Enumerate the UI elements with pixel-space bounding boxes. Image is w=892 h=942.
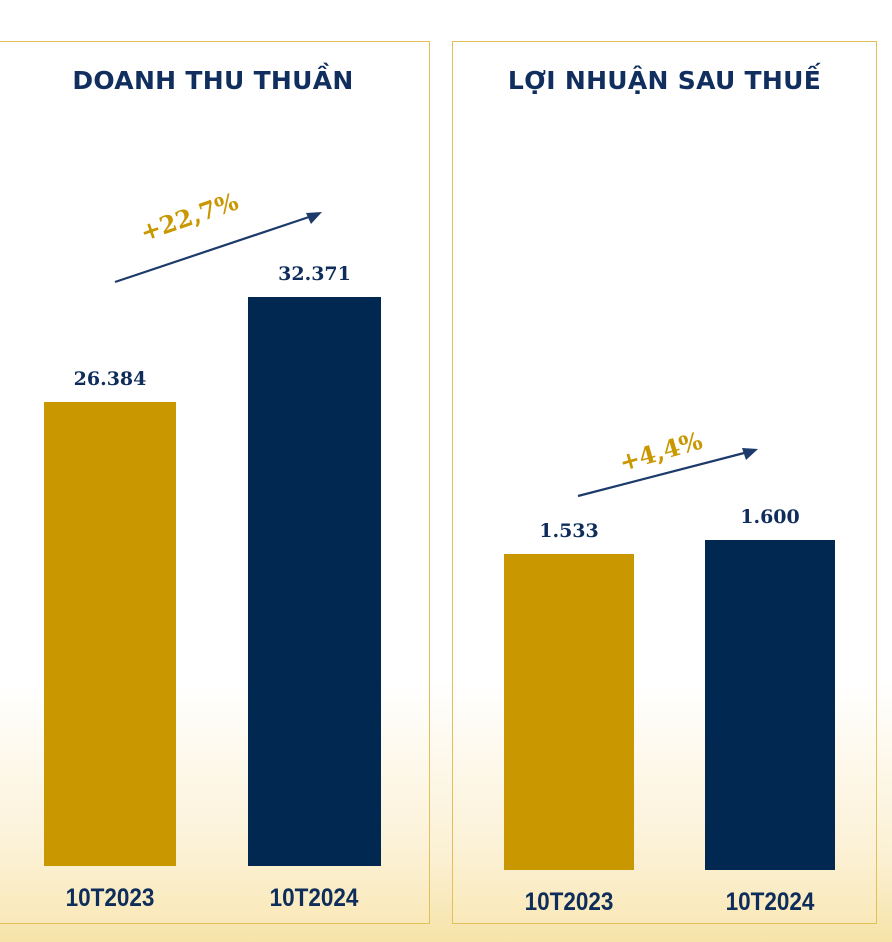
- profit-category-2023: 10T2023: [524, 888, 614, 916]
- revenue-bar-2024: [248, 297, 381, 866]
- profit-value-2023: 1.533: [539, 520, 599, 542]
- revenue-bar-2023: [44, 402, 176, 866]
- revenue-category-2024: 10T2024: [269, 884, 359, 912]
- revenue-value-2023: 26.384: [73, 368, 147, 390]
- profit-chart-title: LỢI NHUẬN SAU THUẾ: [507, 66, 822, 95]
- profit-bar-2024: [705, 540, 835, 870]
- profit-value-2024: 1.600: [740, 506, 800, 528]
- revenue-value-2024: 32.371: [278, 263, 351, 285]
- profit-category-2024: 10T2024: [725, 888, 815, 916]
- revenue-chart-title: DOANH THU THUẦN: [72, 66, 354, 95]
- revenue-category-2023: 10T2023: [65, 884, 155, 912]
- profit-bar-2023: [504, 554, 634, 870]
